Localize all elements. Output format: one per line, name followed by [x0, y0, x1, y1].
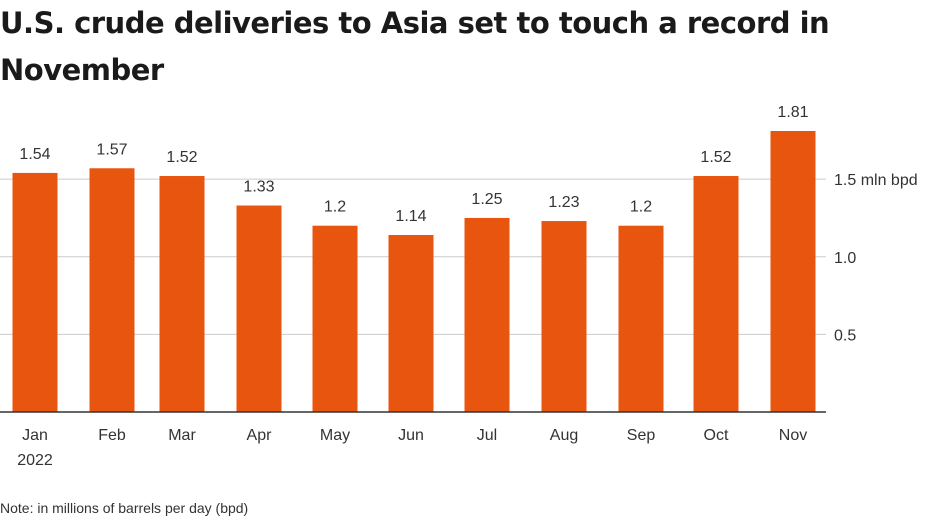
data-label: 1.2	[324, 199, 346, 216]
x-axis: Jan 2022 Feb Mar Apr May Jun Jul Aug Sep Oct Nov	[0, 411, 826, 469]
bar-may	[312, 225, 358, 412]
chart-note: Note: in millions of barrels per day (bp…	[0, 500, 249, 516]
y-axis: 0.5 1.0 1.5 mln bpd	[834, 172, 918, 344]
bar-aug	[541, 221, 587, 412]
data-label: 1.57	[96, 141, 127, 158]
x-tick-label: Jan	[22, 427, 48, 444]
x-tick-label: Jul	[477, 427, 497, 444]
data-labels: 1.54 1.57 1.52 1.33 1.2 1.14 1.25 1.23 1.2 1.52 1.…	[19, 104, 808, 225]
data-label: 1.54	[19, 146, 50, 163]
x-tick-label: Feb	[98, 427, 126, 444]
x-tick-label: May	[320, 427, 350, 444]
data-label: 1.52	[700, 149, 731, 166]
data-label: 1.23	[548, 194, 579, 211]
bar-sep	[618, 225, 664, 412]
data-label: 1.14	[395, 208, 426, 225]
data-label: 1.2	[630, 199, 652, 216]
x-tick-label: Nov	[779, 427, 807, 444]
y-tick-label: 0.5	[834, 327, 856, 344]
x-tick-label: Jun	[398, 427, 424, 444]
x-tick-label: Oct	[704, 427, 729, 444]
bar-nov	[770, 131, 816, 412]
bar-mar	[159, 176, 205, 412]
bar-oct	[693, 176, 739, 412]
bars	[12, 131, 816, 412]
bar-jan	[12, 172, 58, 412]
data-label: 1.25	[471, 191, 502, 208]
x-tick-sublabel: 2022	[17, 452, 53, 469]
bar-jul	[464, 217, 510, 412]
x-tick-label: Mar	[168, 427, 196, 444]
data-label: 1.52	[166, 149, 197, 166]
y-tick-label: 1.5 mln bpd	[834, 172, 918, 189]
chart-title: U.S. crude deliveries to Asia set to tou…	[0, 6, 830, 87]
bar-apr	[236, 205, 282, 412]
bar-jun	[388, 235, 434, 412]
data-label: 1.81	[777, 104, 808, 121]
x-tick-label: Aug	[550, 427, 578, 444]
bar-feb	[89, 168, 135, 412]
y-tick-label: 1.0	[834, 250, 856, 267]
x-tick-label: Sep	[627, 427, 656, 444]
data-label: 1.33	[243, 179, 274, 196]
x-tick-label: Apr	[247, 427, 273, 444]
